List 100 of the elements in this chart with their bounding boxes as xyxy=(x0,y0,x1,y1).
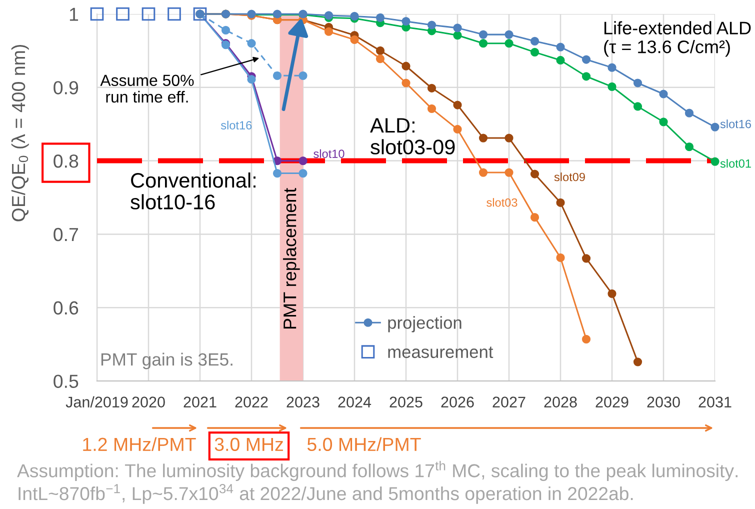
annotation: slot10 xyxy=(314,149,344,158)
point xyxy=(710,122,720,132)
text: Assumption: The luminosity background follows 17$^{th}$ MC, scaling to the peak luminosity. xyxy=(17,460,738,482)
point xyxy=(324,27,334,36)
x-tick-label: 2028 xyxy=(544,396,577,408)
point xyxy=(608,289,616,298)
point xyxy=(427,20,436,30)
point xyxy=(427,84,436,92)
point xyxy=(504,30,514,39)
band-label: PMT replacement xyxy=(282,188,300,329)
point xyxy=(478,134,488,142)
point xyxy=(633,102,642,111)
point xyxy=(710,157,720,166)
point xyxy=(608,63,616,72)
y-tick-label: 0.5 xyxy=(54,374,78,388)
point xyxy=(193,7,207,21)
point xyxy=(530,36,540,46)
point xyxy=(376,54,385,64)
x-tick-label: 2031 xyxy=(698,396,732,408)
x-tick-label: 2025 xyxy=(390,396,422,408)
point xyxy=(453,100,462,110)
point xyxy=(116,7,130,21)
text: 5.0 MHz/PMT xyxy=(307,437,421,452)
annotation: PMT gain is 3E5. xyxy=(101,352,232,370)
annotation: slot03 xyxy=(486,198,518,207)
point xyxy=(298,156,308,166)
text: 1.2 MHz/PMT xyxy=(83,437,196,452)
point xyxy=(582,72,591,81)
point xyxy=(556,198,565,207)
y-tick-label: 0.7 xyxy=(54,228,78,242)
text: IntL~870fb$^{−1}$, Lp~5.7x10$^{34}$ at 2022/June and 5months operation in 2022ab. xyxy=(18,484,633,504)
point xyxy=(350,35,359,44)
point xyxy=(376,13,385,22)
point xyxy=(659,90,668,98)
x-tick-label: 2030 xyxy=(647,396,680,408)
point xyxy=(168,7,181,21)
point xyxy=(530,170,540,178)
y-axis-title: QE/QE$_{0}$ (λ = 400 nm) xyxy=(11,44,29,222)
point xyxy=(221,26,230,34)
point xyxy=(684,142,694,152)
x-tick-label: Jan/2019 xyxy=(66,396,128,408)
point xyxy=(90,7,104,21)
x-tick-label: 2027 xyxy=(492,396,526,408)
x-tick-label: 2020 xyxy=(132,396,165,408)
annotation: Assume 50% run time eff. xyxy=(100,74,194,103)
point xyxy=(556,56,565,65)
x-tick-label: 2021 xyxy=(184,396,216,408)
point xyxy=(608,82,616,91)
point xyxy=(478,39,488,48)
annotation: slot09 xyxy=(554,172,585,182)
point xyxy=(402,17,410,26)
annotation: ALD: slot03-09 xyxy=(370,118,455,154)
point xyxy=(530,48,540,56)
point xyxy=(478,30,488,39)
point xyxy=(402,78,410,88)
point xyxy=(298,71,308,80)
point xyxy=(402,62,410,70)
point xyxy=(453,124,462,134)
point xyxy=(582,55,591,64)
annotation: Life-extended ALD (τ = 13.6 C/cm²) xyxy=(604,21,751,57)
point xyxy=(504,39,514,48)
point xyxy=(376,46,385,56)
point xyxy=(247,75,256,84)
point xyxy=(142,7,156,21)
point xyxy=(633,358,642,366)
y-tick-label: 0.8 xyxy=(54,154,78,168)
point xyxy=(478,168,488,177)
annotation: slot01 xyxy=(720,159,751,168)
point xyxy=(633,78,642,88)
y-tick-label: 1 xyxy=(70,8,78,21)
point xyxy=(298,168,308,178)
point xyxy=(684,108,694,118)
x-tick-label: 2026 xyxy=(441,396,474,408)
point xyxy=(247,39,256,48)
point xyxy=(453,30,462,40)
x-tick-label: 2023 xyxy=(286,396,320,408)
point xyxy=(659,118,668,126)
x-tick-label: 2024 xyxy=(338,396,372,408)
x-tick-label: 2029 xyxy=(596,396,628,408)
point xyxy=(453,24,462,32)
y-tick-label: 0.9 xyxy=(54,81,78,94)
point xyxy=(272,71,282,80)
text: 3.0 MHz xyxy=(214,438,283,452)
point xyxy=(556,42,565,52)
y-tick-label: 0.6 xyxy=(54,301,78,315)
annotation: slot16 xyxy=(220,120,252,130)
point xyxy=(530,213,540,222)
point xyxy=(556,253,565,262)
point xyxy=(582,254,591,263)
annotation: Conventional: slot10-16 xyxy=(130,172,256,210)
point xyxy=(427,104,436,113)
point xyxy=(504,134,514,142)
legend-label: projection xyxy=(388,316,462,332)
legend-label: measurement xyxy=(388,346,494,358)
point xyxy=(272,168,282,178)
annotation: slot16 xyxy=(720,120,751,128)
point xyxy=(350,12,359,21)
x-tick-label: 2022 xyxy=(235,396,268,408)
point xyxy=(504,168,514,177)
point xyxy=(582,334,591,344)
